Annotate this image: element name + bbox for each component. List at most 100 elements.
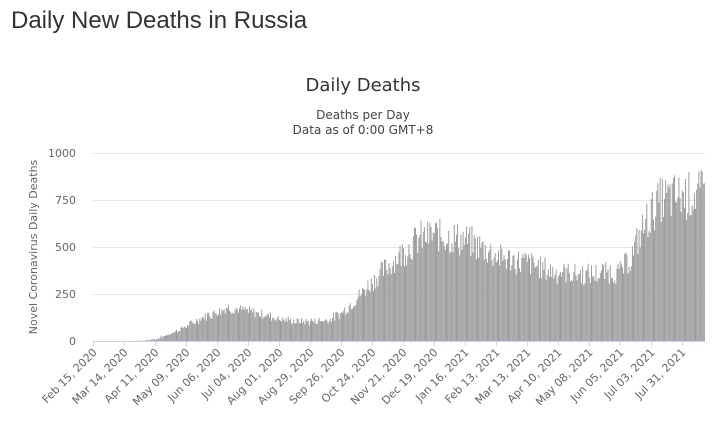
bar: [329, 319, 331, 341]
bar: [222, 311, 224, 341]
bar: [286, 321, 288, 341]
bar: [691, 205, 693, 341]
bar: [468, 233, 470, 341]
bar: [645, 218, 647, 341]
bar: [439, 218, 441, 341]
bar: [346, 312, 348, 341]
bar: [282, 317, 284, 341]
bar: [473, 235, 475, 341]
bar: [427, 221, 429, 341]
bar: [669, 183, 671, 341]
bar: [682, 192, 684, 341]
bar: [253, 308, 255, 341]
bar: [689, 215, 691, 341]
bar: [191, 321, 193, 341]
bar: [208, 312, 210, 341]
bar: [397, 263, 399, 341]
bar: [263, 317, 265, 341]
bar: [318, 318, 320, 341]
bar: [304, 324, 306, 341]
bar: [270, 312, 272, 341]
bar: [566, 268, 568, 341]
bar: [309, 321, 311, 341]
bar: [542, 262, 544, 341]
bar: [460, 234, 462, 341]
bar: [187, 325, 189, 341]
bar: [287, 316, 289, 341]
bar: [326, 320, 328, 341]
bar: [643, 233, 644, 341]
bar: [585, 271, 587, 341]
bar: [591, 265, 592, 341]
bar: [641, 214, 643, 341]
bar: [337, 313, 339, 341]
bar: [239, 307, 241, 341]
bar: [262, 318, 264, 341]
bar: [524, 252, 526, 341]
bar: [384, 259, 386, 341]
bar: [223, 309, 225, 341]
bar: [297, 319, 299, 341]
chart-title: Daily Deaths: [305, 75, 420, 96]
bar: [160, 335, 162, 341]
bar: [367, 280, 369, 341]
bar: [251, 308, 253, 341]
bar: [348, 305, 350, 341]
bar: [654, 230, 656, 341]
bar: [622, 267, 623, 341]
bar: [168, 334, 170, 341]
bar: [605, 262, 607, 341]
bar: [423, 227, 425, 341]
bar: [609, 265, 611, 341]
bar: [448, 230, 450, 341]
bar: [193, 323, 195, 341]
bar: [194, 323, 196, 341]
bar: [381, 262, 383, 341]
bar: [428, 243, 430, 341]
bar: [565, 282, 567, 341]
bar: [359, 296, 361, 341]
bar: [395, 256, 397, 341]
bar: [161, 337, 163, 341]
bar: [461, 249, 463, 341]
bar: [490, 244, 492, 341]
bar: [416, 234, 418, 341]
bar: [639, 247, 641, 341]
bar: [680, 211, 682, 341]
bar: [370, 278, 372, 341]
bar: [444, 249, 446, 341]
bar: [589, 282, 591, 341]
bar: [340, 312, 342, 341]
bar: [322, 320, 324, 341]
bar: [225, 307, 227, 341]
bar: [452, 252, 454, 341]
bar: [597, 278, 599, 341]
bar: [600, 270, 602, 341]
bar: [661, 178, 663, 341]
bar: [162, 336, 164, 341]
bar: [656, 190, 658, 341]
bar: [475, 259, 477, 341]
bar: [330, 322, 332, 341]
bar: [493, 257, 495, 341]
bar: [369, 291, 371, 341]
bar: [408, 244, 410, 341]
bar: [323, 321, 325, 341]
bar: [201, 317, 203, 341]
bar: [181, 326, 183, 341]
bar: [411, 259, 413, 341]
bar: [668, 187, 670, 341]
bar: [571, 280, 573, 341]
bar: [278, 320, 280, 341]
bar: [372, 290, 374, 341]
y-tick-label: 250: [55, 288, 76, 301]
bar: [316, 324, 318, 341]
bar: [608, 283, 610, 341]
bar: [676, 202, 678, 341]
bar: [206, 313, 208, 341]
bar: [443, 246, 445, 341]
bar: [637, 254, 639, 341]
bar: [332, 317, 334, 341]
bar: [174, 331, 176, 341]
bar: [551, 277, 553, 341]
